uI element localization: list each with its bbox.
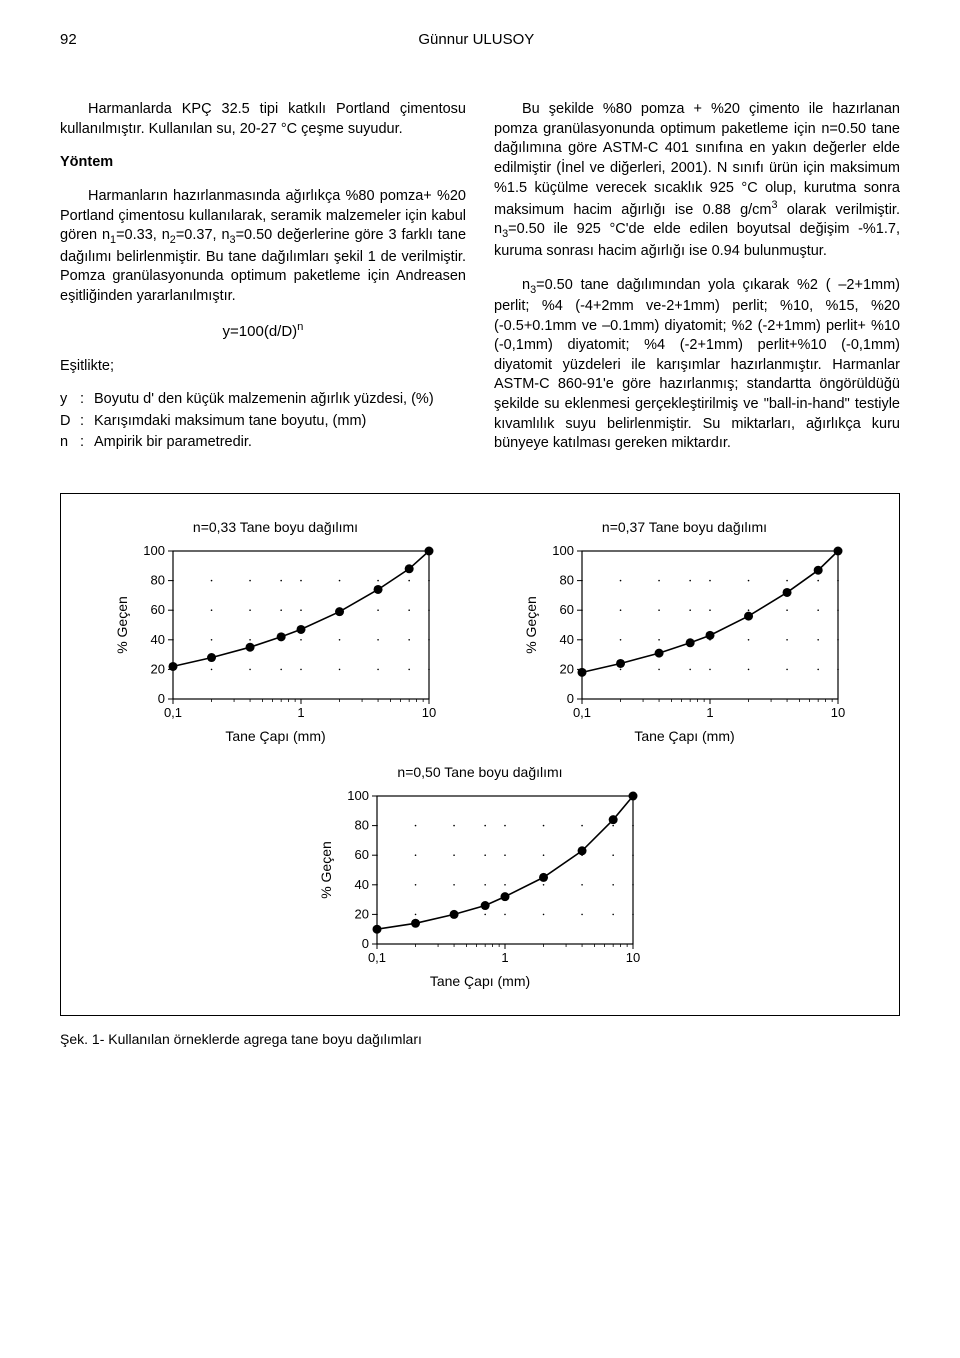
right-column: Bu şekilde %80 pomza + %20 çimento ile h… [494,100,900,467]
svg-text:1: 1 [297,705,304,720]
svg-text:% Geçen: % Geçen [523,596,539,654]
svg-text:20: 20 [559,661,573,676]
page-header: 92 Günnur ULUSOY [60,30,900,50]
left-para-1: Harmanlarda KPÇ 32.5 tipi katkılı Portla… [60,100,466,139]
svg-text:40: 40 [150,631,164,646]
chart-2-svg: 0 20 40 60 80 100 0,1 1 10 % Geçen [520,543,850,723]
left-column: Harmanlarda KPÇ 32.5 tipi katkılı Portla… [60,100,466,467]
definition-list: y:Boyutu d' den küçük malzemenin ağırlık… [60,390,466,453]
svg-text:100: 100 [552,543,574,558]
figure-caption: Şek. 1- Kullanılan örneklerde agrega tan… [60,1030,900,1049]
svg-text:0: 0 [157,691,164,706]
svg-text:60: 60 [559,602,573,617]
left-para-2: Harmanların hazırlanmasında ağırlıkça %8… [60,187,466,306]
svg-text:0,1: 0,1 [572,705,590,720]
svg-text:20: 20 [355,907,369,922]
method-heading: Yöntem [60,153,466,173]
definition-row: D:Karışımdaki maksimum tane boyutu, (mm) [60,412,466,432]
svg-text:10: 10 [626,950,640,965]
svg-text:100: 100 [347,788,369,803]
right-para-2: n3=0.50 tane dağılımından yola çıkarak %… [494,276,900,454]
page-number: 92 [60,30,77,50]
svg-text:0,1: 0,1 [163,705,181,720]
right-para-1: Bu şekilde %80 pomza + %20 çimento ile h… [494,100,900,261]
chart-2-title: n=0,37 Tane boyu dağılımı [520,518,850,537]
figure-box: n=0,33 Tane boyu dağılımı 0204060801000,… [60,493,900,1017]
chart-3-title: n=0,50 Tane boyu dağılımı [315,763,645,782]
svg-text:0: 0 [566,691,573,706]
svg-text:60: 60 [150,602,164,617]
svg-text:10: 10 [830,705,844,720]
svg-text:40: 40 [355,877,369,892]
svg-text:1: 1 [501,950,508,965]
andreasen-formula: y=100(d/D)n [60,320,466,342]
chart-1-xlabel: Tane Çapı (mm) [111,727,441,746]
svg-text:20: 20 [150,661,164,676]
svg-text:80: 80 [559,572,573,587]
definition-row: y:Boyutu d' den küçük malzemenin ağırlık… [60,390,466,410]
chart-3-svg: 0 20 40 60 80 100 0,1 1 10 % Geçen [315,788,645,968]
author-name: Günnur ULUSOY [77,30,876,50]
svg-text:80: 80 [355,818,369,833]
chart-block-3: n=0,50 Tane boyu dağılımı 0 20 40 60 80 100 0,… [315,763,645,991]
svg-text:40: 40 [559,631,573,646]
svg-text:10: 10 [421,705,435,720]
svg-text:60: 60 [355,848,369,863]
chart-3-xlabel: Tane Çapı (mm) [315,972,645,991]
eq-intro: Eşitlikte; [60,357,466,377]
text-columns: Harmanlarda KPÇ 32.5 tipi katkılı Portla… [60,100,900,467]
chart-block-1: n=0,33 Tane boyu dağılımı 0 20 40 60 80 100 0,… [111,518,441,746]
chart-2-xlabel: Tane Çapı (mm) [520,727,850,746]
chart-1-svg: 0 20 40 60 80 100 0,1 1 10 % Geçen [111,543,441,723]
chart-block-2: n=0,37 Tane boyu dağılımı 0 20 40 60 80 100 0,… [520,518,850,746]
svg-text:1: 1 [706,705,713,720]
svg-text:% Geçen: % Geçen [318,842,334,900]
svg-text:% Geçen: % Geçen [114,596,130,654]
chart-1-title: n=0,33 Tane boyu dağılımı [111,518,441,537]
definition-row: n:Ampirik bir parametredir. [60,433,466,453]
svg-text:0: 0 [362,936,369,951]
svg-text:100: 100 [143,543,165,558]
svg-text:0,1: 0,1 [368,950,386,965]
svg-text:80: 80 [150,572,164,587]
